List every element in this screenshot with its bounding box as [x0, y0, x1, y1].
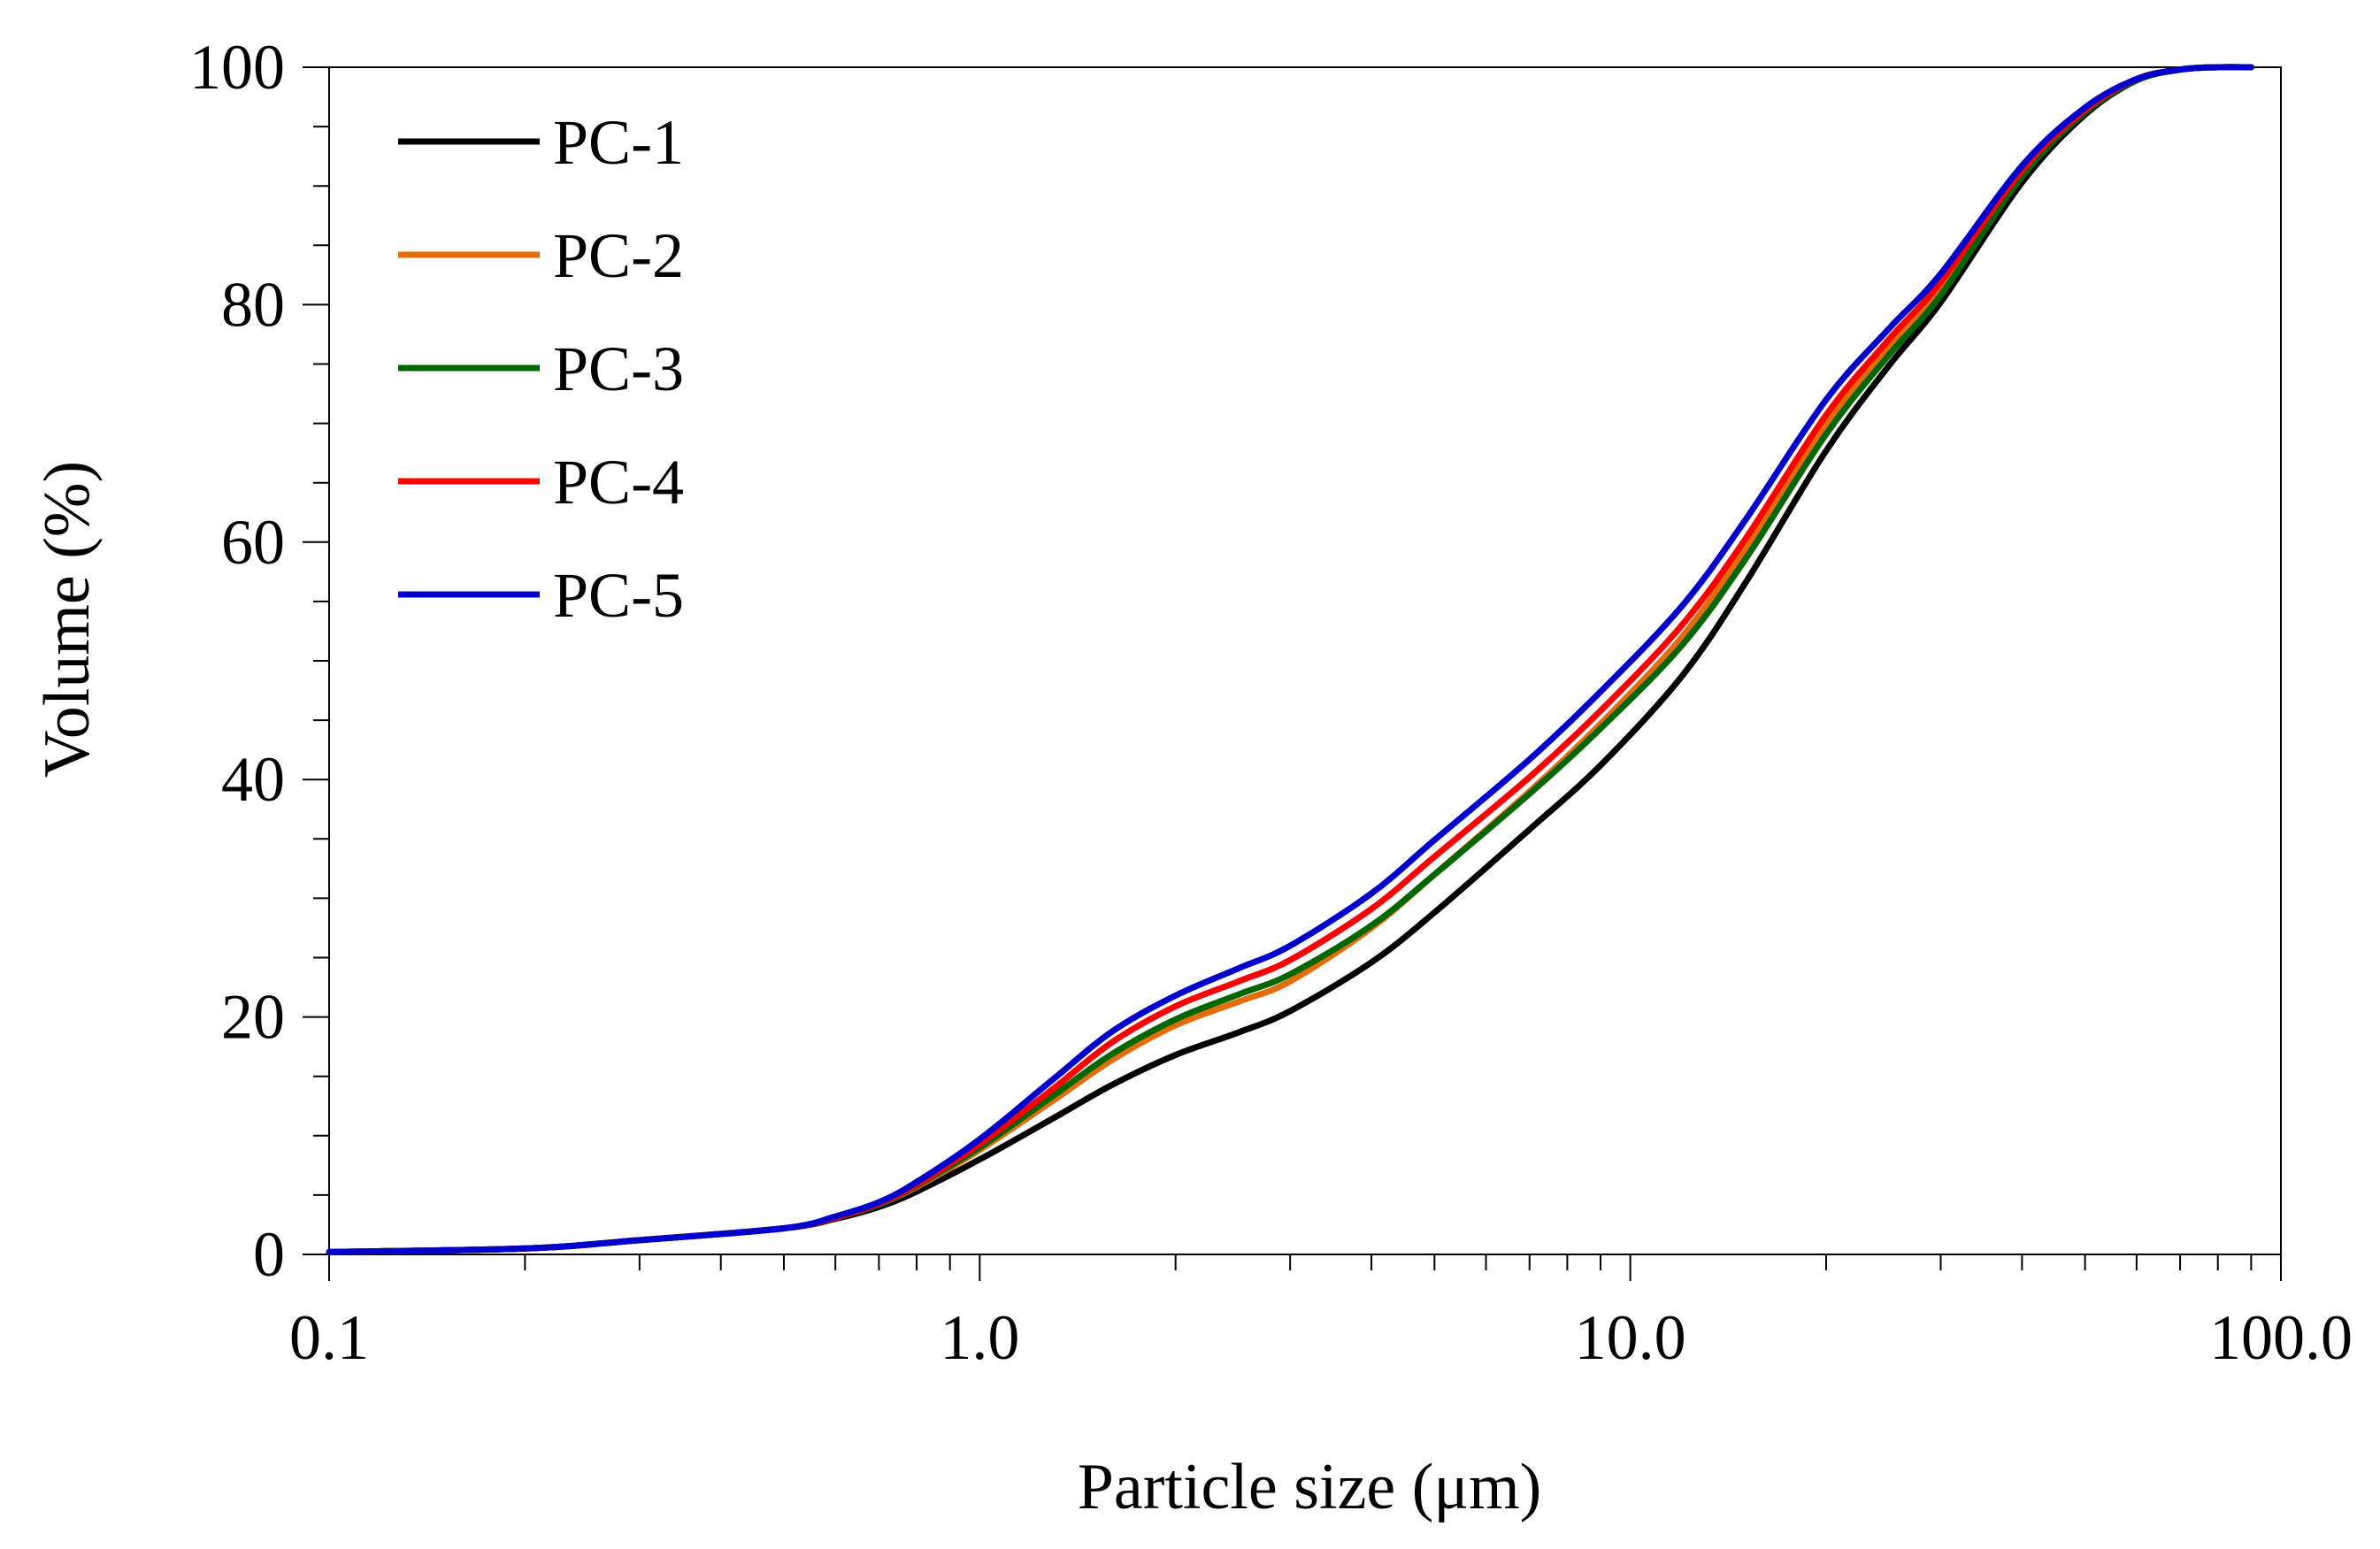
legend-label-pc-1: PC-1 — [553, 107, 684, 178]
legend-label-pc-3: PC-3 — [553, 334, 684, 404]
y-tick-label: 80 — [221, 269, 285, 340]
major-ticks: 0.1 1.0 10.0 100.0 0 20 40 60 80 100 — [189, 32, 2353, 1373]
y-tick-label: 0 — [253, 1219, 285, 1290]
y-tick-label: 20 — [221, 982, 285, 1053]
x-tick-label: 1.0 — [940, 1302, 1019, 1373]
y-tick-label: 40 — [221, 744, 285, 815]
legend-label-pc-4: PC-4 — [553, 447, 684, 518]
series-line-pc-5 — [326, 64, 2254, 1255]
x-tick-label: 10.0 — [1575, 1302, 1686, 1373]
legend-label-pc-5: PC-5 — [553, 560, 684, 631]
series-lines — [326, 64, 2254, 1255]
minor-ticks — [313, 126, 2253, 1270]
legend-label-pc-2: PC-2 — [553, 220, 684, 291]
y-tick-label: 100 — [189, 32, 285, 103]
y-axis-title: Volume (%) — [31, 461, 104, 778]
y-tick-label: 60 — [221, 507, 285, 578]
x-axis-title: Particle size (μm) — [1078, 1451, 1542, 1523]
legend: PC-1 PC-2 PC-3 PC-4 PC-5 — [398, 107, 684, 631]
x-tick-label: 0.1 — [289, 1302, 369, 1373]
x-tick-label: 100.0 — [2209, 1302, 2353, 1373]
